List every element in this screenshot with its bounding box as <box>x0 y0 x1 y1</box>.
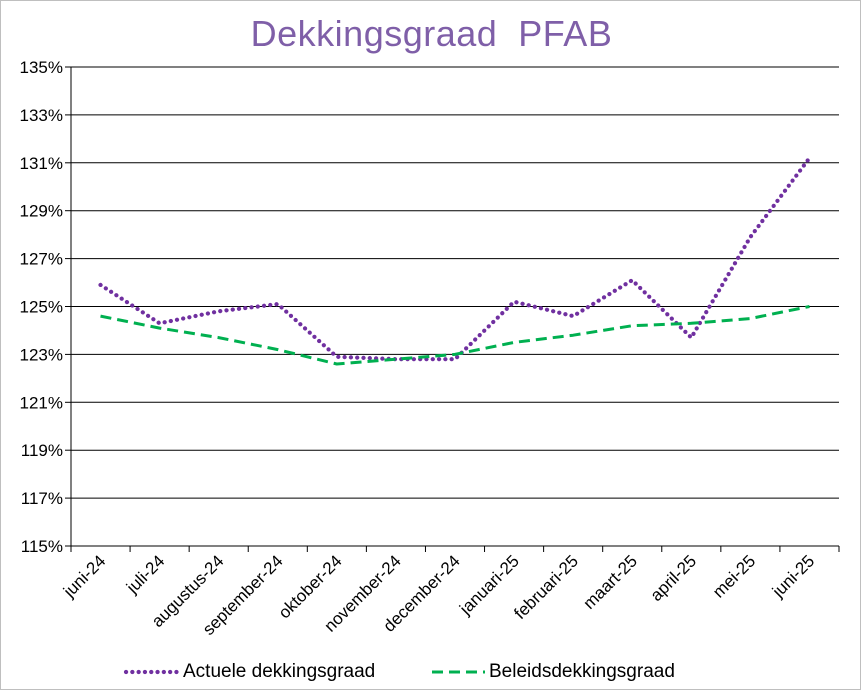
legend-item-1: Beleidsdekkingsgraad <box>429 657 675 687</box>
x-tick-label: april-25 <box>647 551 701 605</box>
x-tick-label: maart-25 <box>580 551 642 613</box>
x-tick-label: februari-25 <box>510 551 582 623</box>
series-line-1 <box>100 305 810 366</box>
legend: Actuele dekkingsgraad Beleidsdekkingsgraa… <box>1 657 861 687</box>
series-line-0 <box>98 155 812 362</box>
legend-swatch <box>432 670 485 674</box>
y-tick-label: 127% <box>20 250 63 269</box>
y-tick-label: 117% <box>21 489 63 508</box>
y-tick-label: 133% <box>20 106 63 125</box>
legend-item-0: Actuele dekkingsgraad <box>123 657 375 687</box>
x-tick-label: juli-24 <box>122 551 168 597</box>
y-tick-label: 125% <box>20 298 63 317</box>
y-tick-label: 121% <box>20 393 63 412</box>
y-tick-label: 129% <box>20 202 63 221</box>
plot-area: 115% 117% 119% 121% 123% 125% 127% 129% 131% 133%… <box>20 58 840 639</box>
legend-swatch <box>123 669 181 675</box>
x-tick-label: mei-25 <box>709 551 759 601</box>
y-tick-label: 131% <box>20 154 63 173</box>
y-tick-label: 119% <box>21 441 63 460</box>
y-tick-label: 115% <box>21 537 63 556</box>
y-tick-label: 135% <box>20 58 63 77</box>
legend-label: Beleidsdekkingsgraad <box>489 661 675 682</box>
y-tick-label: 123% <box>20 345 63 364</box>
x-tick-label: juni-25 <box>768 551 818 601</box>
chart-title: Dekkingsgraad PFAB <box>250 13 613 54</box>
x-tick-label: juni-24 <box>59 551 109 601</box>
legend-label: Actuele dekkingsgraad <box>183 661 376 682</box>
